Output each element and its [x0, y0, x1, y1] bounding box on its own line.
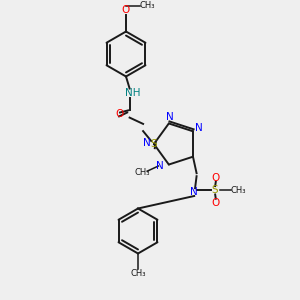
Text: N: N	[143, 137, 151, 148]
Text: S: S	[212, 185, 218, 195]
Text: CH₃: CH₃	[231, 186, 246, 195]
Text: CH₃: CH₃	[130, 269, 146, 278]
Text: O: O	[212, 173, 220, 183]
Text: N: N	[166, 112, 173, 122]
Text: N: N	[190, 187, 197, 197]
Text: N: N	[156, 161, 164, 171]
Text: NH: NH	[125, 88, 140, 98]
Text: CH₃: CH₃	[140, 2, 155, 10]
Text: CH₃: CH₃	[135, 168, 150, 177]
Text: O: O	[115, 109, 123, 119]
Text: O: O	[212, 198, 220, 208]
Text: O: O	[122, 5, 130, 15]
Text: N: N	[195, 123, 203, 133]
Text: S: S	[150, 139, 157, 149]
